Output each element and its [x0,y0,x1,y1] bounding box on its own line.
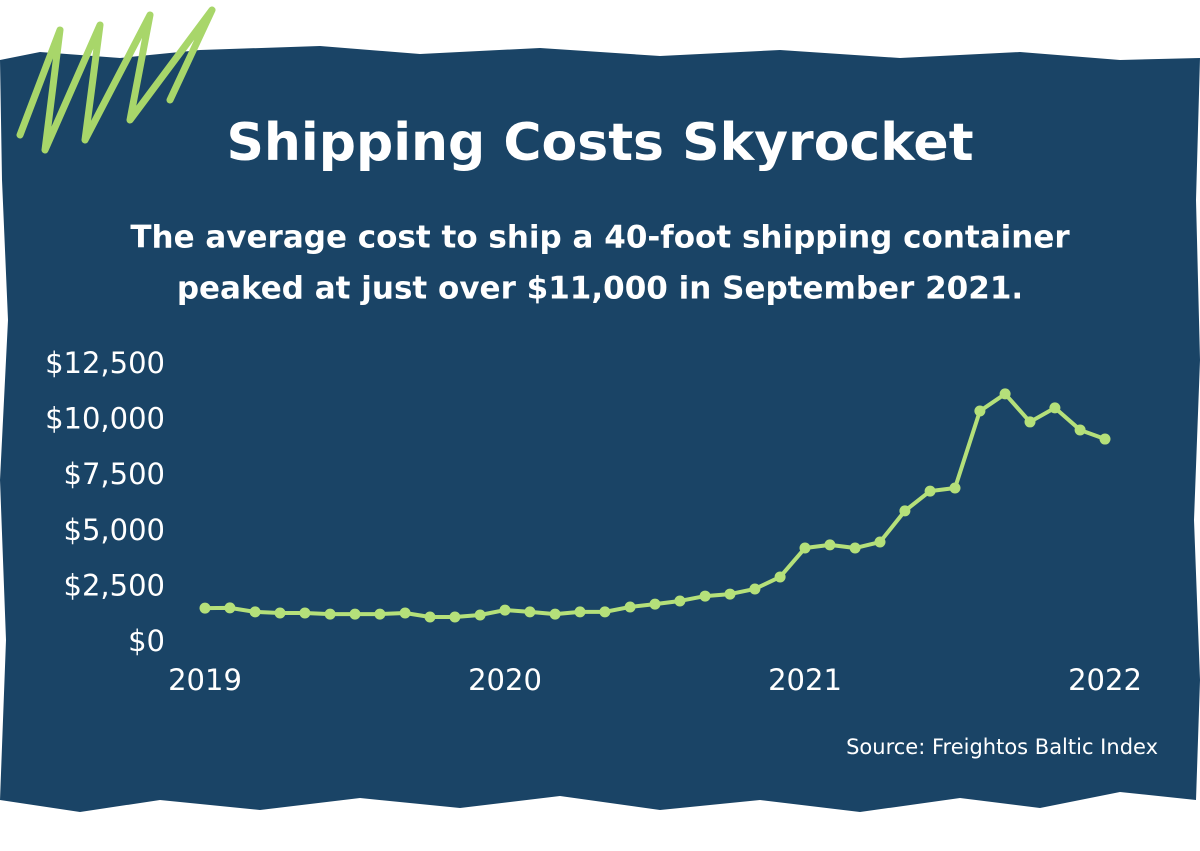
data-point [949,482,961,494]
data-point [449,611,461,623]
data-point [1049,402,1061,414]
data-point [724,588,736,600]
data-point [399,607,411,619]
data-point [799,542,811,554]
data-point [599,606,611,618]
x-tick-label: 2019 [168,663,242,697]
y-tick-label: $5,000 [64,513,165,547]
background-panel [0,46,1200,812]
data-point [774,571,786,583]
data-point [874,536,886,548]
data-point [274,607,286,619]
data-point [849,542,861,554]
x-tick-label: 2021 [768,663,842,697]
data-point [699,590,711,602]
data-point [224,602,236,614]
data-point [374,608,386,620]
data-point [424,611,436,623]
data-point [1099,433,1111,445]
chart-subtitle: peaked at just over $11,000 in September… [177,271,1023,307]
chart-subtitle: The average cost to ship a 40-foot shipp… [130,220,1070,256]
data-point [549,608,561,620]
data-point [499,604,511,616]
x-tick-label: 2020 [468,663,542,697]
chart-title: Shipping Costs Skyrocket [226,113,973,173]
data-point [624,601,636,613]
data-point [524,606,536,618]
data-point [474,609,486,621]
y-tick-label: $10,000 [45,402,165,436]
data-point [1024,416,1036,428]
data-point [824,539,836,551]
data-point [924,485,936,497]
y-tick-label: $0 [128,624,165,658]
y-tick-label: $2,500 [64,568,165,602]
data-point [674,595,686,607]
data-point [649,598,661,610]
data-point [349,608,361,620]
data-point [1074,424,1086,436]
data-point [999,388,1011,400]
x-tick-label: 2022 [1068,663,1142,697]
data-point [299,607,311,619]
y-tick-label: $12,500 [45,346,165,380]
data-point [899,505,911,517]
scribble-decoration [16,6,216,154]
data-point [749,583,761,595]
data-point [974,405,986,417]
data-point [574,606,586,618]
data-point [249,606,261,618]
data-point [324,608,336,620]
source-note: Source: Freightos Baltic Index [846,735,1158,759]
y-tick-label: $7,500 [64,457,165,491]
data-point [199,602,211,614]
